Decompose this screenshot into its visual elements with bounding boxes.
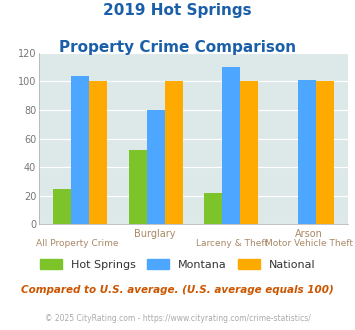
- Text: 2019 Hot Springs: 2019 Hot Springs: [103, 3, 252, 18]
- Bar: [316, 82, 334, 224]
- Bar: [165, 82, 183, 224]
- Bar: [129, 150, 147, 224]
- Bar: [89, 82, 108, 224]
- Legend: Hot Springs, Montana, National: Hot Springs, Montana, National: [35, 255, 320, 274]
- Text: Larceny & Theft: Larceny & Theft: [196, 239, 268, 248]
- Bar: [71, 76, 89, 224]
- Text: Compared to U.S. average. (U.S. average equals 100): Compared to U.S. average. (U.S. average …: [21, 285, 334, 295]
- Text: All Property Crime: All Property Crime: [37, 239, 119, 248]
- Bar: [240, 82, 258, 224]
- Text: Motor Vehicle Theft: Motor Vehicle Theft: [265, 239, 353, 248]
- Bar: [297, 80, 316, 224]
- Text: © 2025 CityRating.com - https://www.cityrating.com/crime-statistics/: © 2025 CityRating.com - https://www.city…: [45, 314, 310, 323]
- Text: Burglary: Burglary: [134, 229, 176, 239]
- Text: Property Crime Comparison: Property Crime Comparison: [59, 40, 296, 54]
- Bar: [147, 110, 165, 224]
- Bar: [53, 189, 71, 224]
- Bar: [204, 193, 222, 224]
- Text: Arson: Arson: [295, 229, 323, 239]
- Bar: [222, 67, 240, 224]
